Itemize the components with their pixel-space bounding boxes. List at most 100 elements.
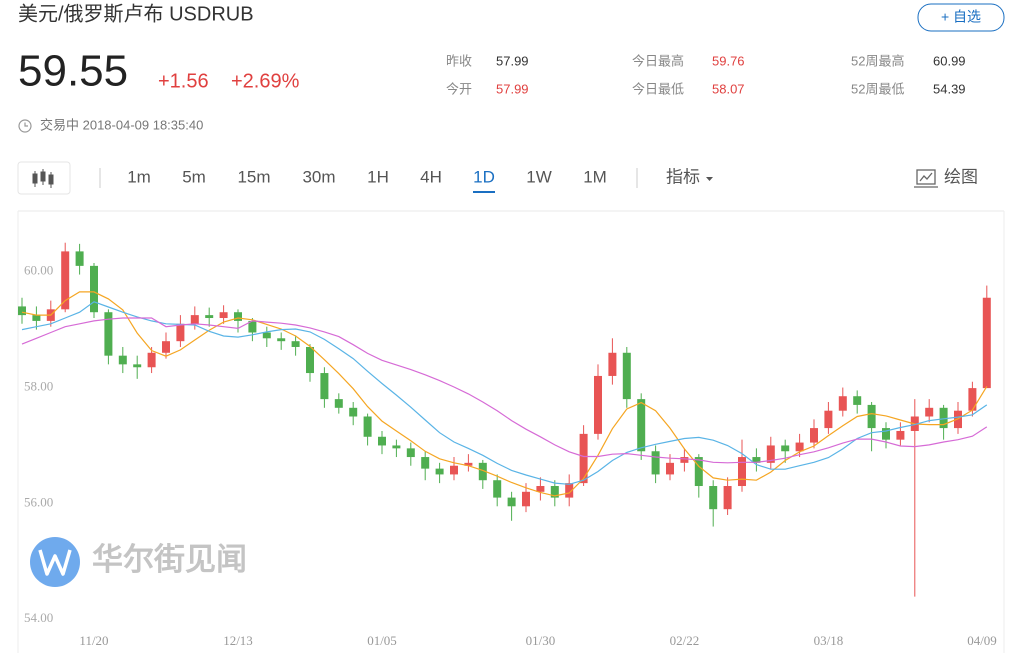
- interval-tab[interactable]: 1W: [526, 167, 552, 186]
- candle-body: [133, 364, 142, 368]
- price: 59.55: [18, 47, 128, 96]
- stat-value: 57.99: [496, 81, 529, 96]
- watermark-logo: [30, 537, 80, 587]
- interval-tab[interactable]: 1M: [583, 167, 607, 186]
- candle-body: [867, 404, 876, 429]
- stat-value: 60.99: [933, 53, 966, 68]
- x-tick-label: 03/18: [814, 633, 844, 648]
- watch-button-label[interactable]: + 自选: [941, 9, 981, 25]
- candle-body: [219, 312, 228, 319]
- candle-body: [435, 468, 444, 475]
- status: 交易中 2018-04-09 18:35:40: [40, 117, 203, 132]
- candle-body: [118, 355, 127, 365]
- candle-body: [464, 462, 473, 466]
- candle-body: [939, 407, 948, 429]
- candle-body: [550, 486, 559, 498]
- candle-body: [18, 306, 26, 316]
- dropdown-caret: [706, 177, 713, 181]
- y-tick-label: 60.00: [24, 263, 53, 278]
- candle-body: [334, 399, 343, 408]
- candle-body: [536, 486, 545, 492]
- candle-body: [853, 396, 862, 405]
- candle-body: [680, 457, 689, 463]
- x-tick-label: 11/20: [79, 633, 108, 648]
- candle-body: [507, 497, 516, 507]
- y-tick-label: 54.00: [24, 610, 53, 625]
- candle-body: [162, 341, 170, 353]
- candle-body: [320, 373, 329, 400]
- candle-body: [493, 480, 502, 498]
- draw-icon: [914, 169, 938, 188]
- candle-body: [522, 491, 530, 507]
- candle-body: [666, 462, 674, 475]
- candle-body: [349, 407, 358, 417]
- candle-body: [378, 436, 386, 446]
- candle-body: [478, 462, 487, 481]
- candle-body: [248, 320, 257, 333]
- candle-body: [723, 486, 732, 510]
- stat-value: 58.07: [712, 81, 745, 96]
- candle-body: [205, 315, 214, 319]
- candle-body: [277, 338, 286, 342]
- interval-tab[interactable]: 4H: [420, 167, 442, 186]
- candle-body: [406, 448, 415, 458]
- clock-icon: [18, 119, 32, 133]
- title: 美元/俄罗斯卢布 USDRUB: [18, 2, 254, 25]
- x-tick-label: 02/22: [670, 633, 700, 648]
- interval-tab[interactable]: 1m: [127, 167, 151, 186]
- stat-value: 54.39: [933, 81, 966, 96]
- candle-body: [810, 428, 818, 443]
- draw-tool[interactable]: 绘图: [944, 167, 978, 186]
- change-pct: +2.69%: [231, 70, 300, 92]
- candle-body: [363, 416, 372, 437]
- candle-body: [608, 352, 617, 376]
- candle-body: [766, 445, 775, 463]
- interval-tab[interactable]: 5m: [182, 167, 206, 186]
- candle-body: [90, 265, 98, 313]
- candle-body: [968, 388, 977, 411]
- candle-icon: [32, 169, 54, 188]
- stat-value: 59.76: [712, 53, 745, 68]
- candle-body: [781, 445, 790, 452]
- interval-tab[interactable]: 30m: [302, 167, 335, 186]
- candle-body: [565, 483, 574, 498]
- candle-body: [622, 352, 631, 400]
- moving-average-line: [21, 317, 988, 464]
- active-underline: [473, 191, 495, 193]
- watch-button[interactable]: [917, 3, 1005, 32]
- candle-body: [262, 332, 271, 339]
- candle-body: [925, 407, 934, 417]
- candle-body: [651, 451, 660, 475]
- change: +1.56: [158, 70, 209, 92]
- candle-body: [291, 341, 300, 347]
- y-tick-label: 58.00: [24, 379, 53, 394]
- interval-tab[interactable]: 15m: [237, 167, 270, 186]
- x-tick-label: 04/09: [967, 633, 997, 648]
- stat-label: 今日最低: [632, 81, 684, 96]
- stat-label: 今开: [446, 81, 472, 96]
- candle-body: [421, 457, 430, 469]
- candle-body: [637, 399, 646, 452]
- moving-average-line: [21, 291, 988, 497]
- interval-tab[interactable]: 1D: [473, 167, 495, 186]
- stat-label: 52周最高: [851, 53, 904, 68]
- candle-body: [882, 428, 890, 440]
- candle-body: [392, 445, 401, 449]
- x-tick-label: 01/30: [526, 633, 556, 648]
- stat-value: 57.99: [496, 53, 529, 68]
- candle-body: [306, 346, 314, 374]
- candle-body: [579, 433, 588, 484]
- candle-body: [234, 312, 242, 321]
- candle-body: [176, 323, 185, 342]
- candle-body: [32, 315, 41, 321]
- x-tick-label: 12/13: [223, 633, 253, 648]
- indicator-menu[interactable]: 指标: [666, 167, 700, 186]
- candle-body: [594, 375, 602, 434]
- candle-body: [709, 486, 718, 510]
- candle-body: [75, 251, 84, 266]
- interval-tab[interactable]: 1H: [367, 167, 389, 186]
- candle-body: [190, 315, 199, 324]
- candle-body: [795, 442, 804, 452]
- candle-body: [450, 465, 458, 475]
